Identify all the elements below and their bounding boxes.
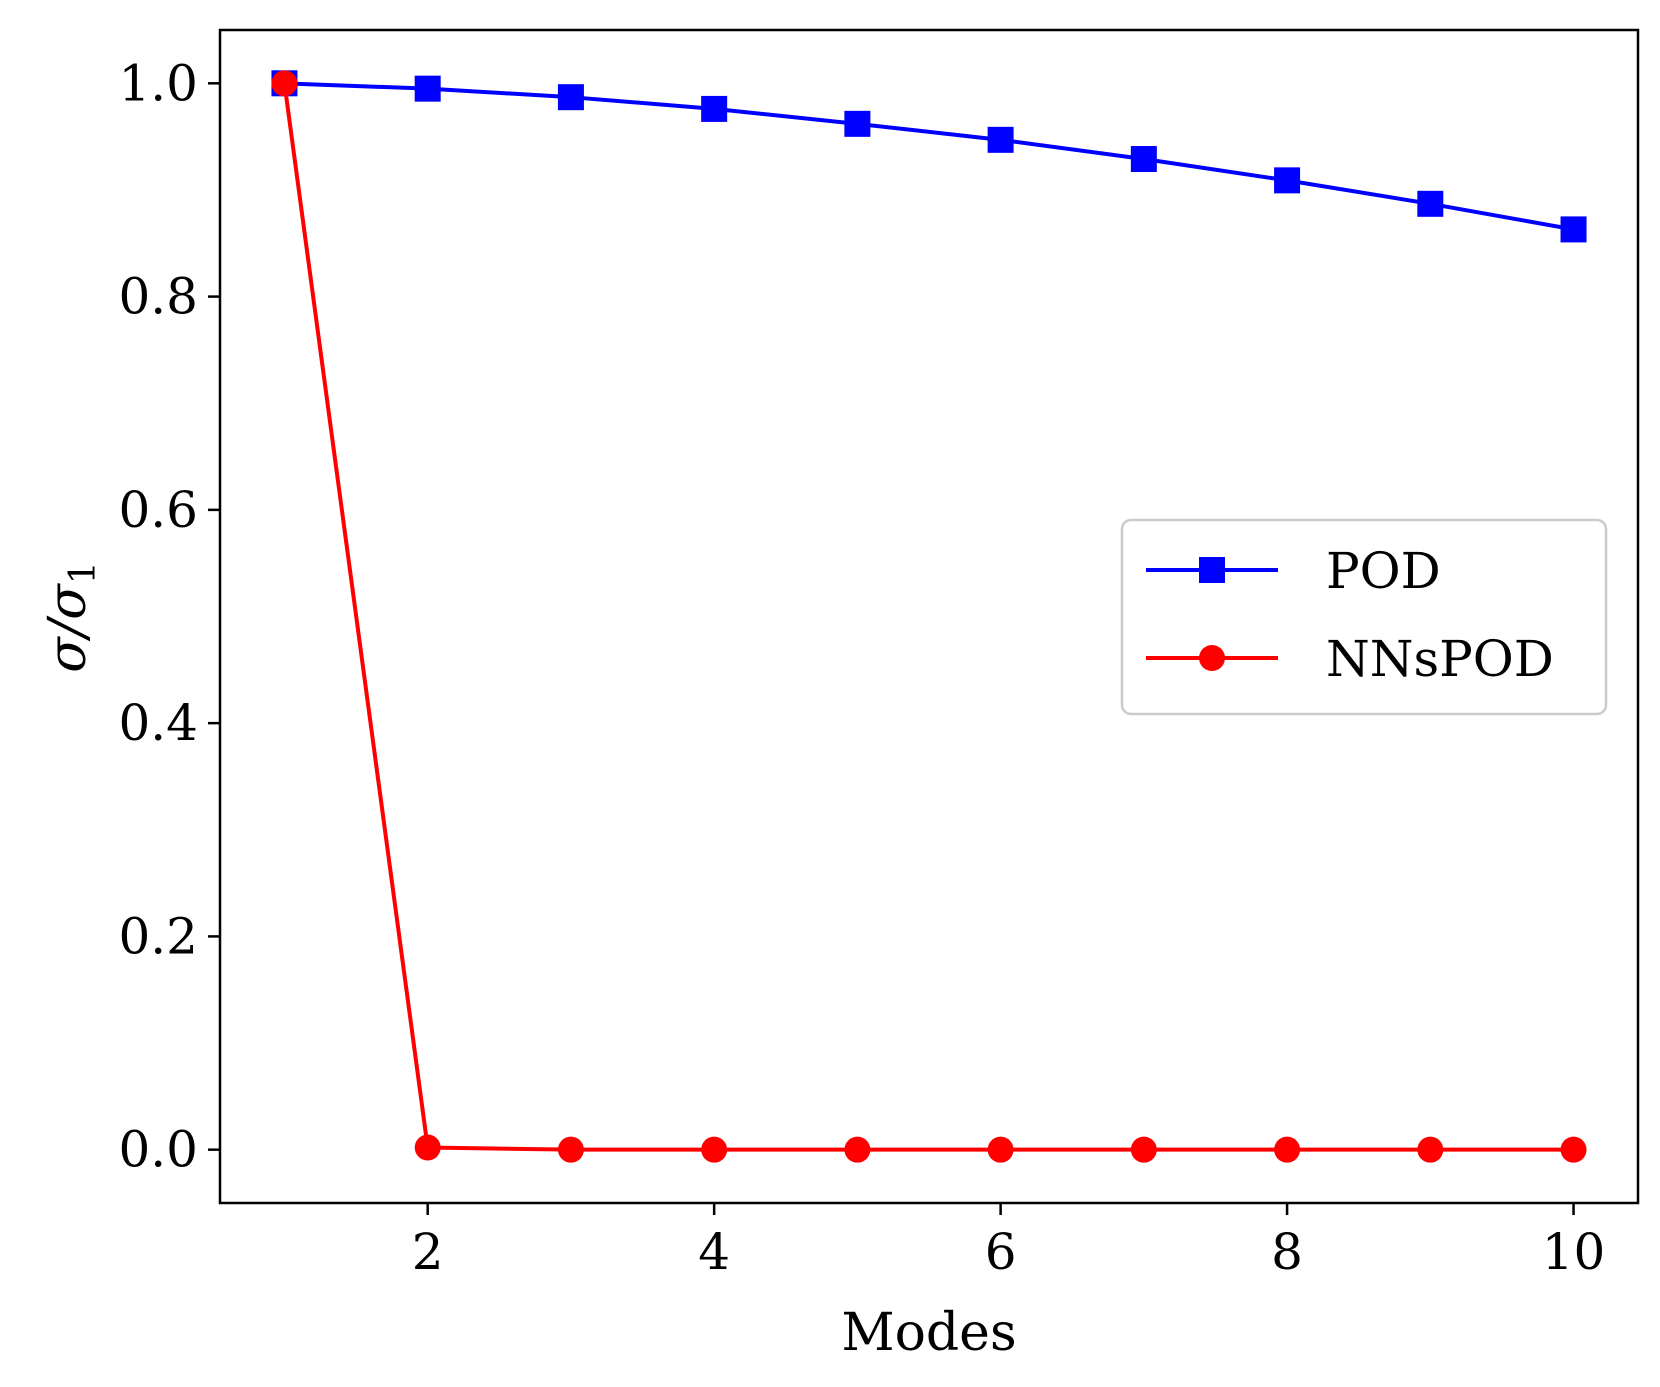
y-axis-title-main: σ/σ <box>38 583 98 673</box>
data-point-pod <box>844 110 871 137</box>
x-axis-ticks: 2 4 6 8 10 <box>412 1203 1606 1281</box>
data-point-nnspod <box>1560 1136 1587 1163</box>
legend-item-nnspod: NNsPOD <box>1146 630 1554 688</box>
data-point-pod <box>1130 146 1157 173</box>
legend-marker-nnspod <box>1199 645 1225 671</box>
data-point-nnspod <box>1274 1136 1301 1163</box>
data-point-pod <box>1274 167 1301 194</box>
y-tick-label: 0.2 <box>118 907 198 965</box>
series-layer <box>271 70 1587 1163</box>
legend-marker-pod <box>1199 557 1225 583</box>
data-point-pod <box>414 75 441 102</box>
data-point-nnspod <box>701 1136 728 1163</box>
data-point-nnspod <box>1130 1136 1157 1163</box>
y-axis-ticks: 0.0 0.2 0.4 0.6 0.8 1.0 <box>118 54 220 1179</box>
legend: POD NNsPOD <box>1120 518 1608 716</box>
data-point-pod <box>1560 216 1587 243</box>
data-point-nnspod <box>1417 1136 1444 1163</box>
data-point-nnspod <box>414 1134 441 1161</box>
data-point-pod <box>987 126 1014 153</box>
plot-frame <box>218 28 1640 1205</box>
y-axis-title-subscript: 1 <box>63 561 104 584</box>
data-point-nnspod <box>271 70 298 97</box>
x-tick-label: 8 <box>1271 1223 1303 1281</box>
series-line-pod <box>284 81 1574 232</box>
data-point-nnspod <box>557 1136 584 1163</box>
x-tick-label: 6 <box>985 1223 1017 1281</box>
data-point-pod <box>1417 190 1444 217</box>
x-tick-label: 2 <box>412 1223 444 1281</box>
data-point-nnspod <box>987 1136 1014 1163</box>
legend-label-pod: POD <box>1326 542 1441 600</box>
x-tick-label: 10 <box>1542 1223 1606 1281</box>
legend-label-nnspod: NNsPOD <box>1326 630 1554 688</box>
data-point-pod <box>557 84 584 111</box>
y-axis-title: σ/σ1 <box>38 561 104 672</box>
x-tick-label: 4 <box>698 1223 730 1281</box>
y-tick-label: 0.8 <box>118 268 198 326</box>
x-axis-title: Modes <box>841 1303 1016 1363</box>
series-nnspod <box>271 70 1587 1163</box>
y-tick-label: 0.6 <box>118 481 198 539</box>
series-line-nnspod <box>282 83 1574 1152</box>
legend-item-pod: POD <box>1146 542 1441 600</box>
y-tick-label: 0.4 <box>118 694 198 752</box>
data-point-nnspod <box>844 1136 871 1163</box>
svg-text:σ/σ1: σ/σ1 <box>38 561 104 672</box>
data-point-pod <box>701 95 728 122</box>
y-tick-label: 1.0 <box>118 54 198 112</box>
y-tick-label: 0.0 <box>118 1121 198 1179</box>
